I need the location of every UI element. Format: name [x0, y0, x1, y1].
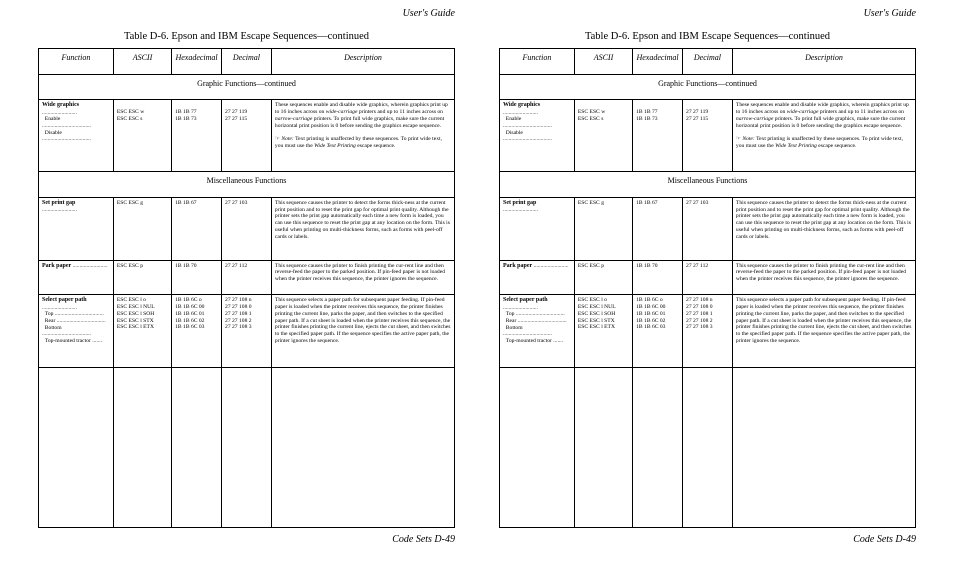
col-hex: Hexadecimal [633, 49, 683, 75]
section-misc: Miscellaneous Functions [500, 172, 916, 198]
cell-func-park: Park paper ......................... [39, 260, 114, 295]
cell-dec-park: 27 27 112 [683, 260, 733, 295]
row-set-print-gap: Set print gap ......................... … [39, 198, 455, 261]
cell-ascii-gap: ESC ESC g [113, 198, 171, 261]
table-caption: Table D-6. Epson and IBM Escape Sequence… [38, 31, 455, 42]
col-ascii: ASCII [574, 49, 632, 75]
cell-func-path: Select paper path ......................… [39, 295, 114, 368]
cell-hex-park: 1B 1B 70 [633, 260, 683, 295]
page-footer: Code Sets D-49 [38, 534, 455, 545]
page-footer: Code Sets D-49 [499, 534, 916, 545]
cell-hex-gap: 1B 1B 67 [633, 198, 683, 261]
row-select-paper-path: Select paper path ......................… [39, 295, 455, 368]
section-graphic: Graphic Functions—continued [39, 74, 455, 100]
cell-dec-park: 27 27 112 [222, 260, 272, 295]
cell-ascii-path: ESC ESC l oESC ESC l NULESC ESC l SOHESC… [574, 295, 632, 368]
row-empty [39, 368, 455, 528]
section-graphic-label: Graphic Functions—continued [39, 74, 455, 100]
col-desc: Description [732, 49, 915, 75]
cell-desc-gap: This sequence causes the printer to dete… [271, 198, 454, 261]
cell-hex-wide: 1B 1B 771B 1B 73 [172, 100, 222, 172]
cell-func-park: Park paper ......................... [500, 260, 575, 295]
row-park-paper: Park paper ......................... ESC… [500, 260, 916, 295]
escape-table: Function ASCII Hexadecimal Decimal Descr… [38, 48, 455, 528]
col-ascii: ASCII [113, 49, 171, 75]
section-graphic: Graphic Functions—continued [500, 74, 916, 100]
running-head: User's Guide [499, 8, 916, 19]
cell-hex-wide: 1B 1B 771B 1B 73 [633, 100, 683, 172]
cell-dec-path: 27 27 108 n27 27 108 027 27 108 127 27 1… [222, 295, 272, 368]
col-dec: Decimal [683, 49, 733, 75]
cell-func-wide: Wide graphics ......................... … [39, 100, 114, 172]
col-desc: Description [271, 49, 454, 75]
table-caption: Table D-6. Epson and IBM Escape Sequence… [499, 31, 916, 42]
section-misc-label: Miscellaneous Functions [39, 172, 455, 198]
cell-hex-path: 1B 1B 6C o1B 1B 6C 001B 1B 6C 011B 1B 6C… [633, 295, 683, 368]
header-row: Function ASCII Hexadecimal Decimal Descr… [500, 49, 916, 75]
cell-ascii-wide: ESC ESC wESC ESC s [113, 100, 171, 172]
cell-desc-path: This sequence selects a paper path for s… [732, 295, 915, 368]
cell-func-wide: Wide graphics ......................... … [500, 100, 575, 172]
col-hex: Hexadecimal [172, 49, 222, 75]
col-function: Function [500, 49, 575, 75]
cell-ascii-wide: ESC ESC wESC ESC s [574, 100, 632, 172]
running-head: User's Guide [38, 8, 455, 19]
cell-hex-path: 1B 1B 6C o1B 1B 6C 001B 1B 6C 011B 1B 6C… [172, 295, 222, 368]
row-wide-graphics: Wide graphics ......................... … [500, 100, 916, 172]
cell-desc-wide: These sequences enable and disable wide … [732, 100, 915, 172]
escape-table: Function ASCII Hexadecimal Decimal Descr… [499, 48, 916, 528]
header-row: Function ASCII Hexadecimal Decimal Descr… [39, 49, 455, 75]
cell-func-gap: Set print gap ......................... [500, 198, 575, 261]
cell-dec-gap: 27 27 103 [683, 198, 733, 261]
cell-hex-park: 1B 1B 70 [172, 260, 222, 295]
cell-func-gap: Set print gap ......................... [39, 198, 114, 261]
cell-ascii-park: ESC ESC p [574, 260, 632, 295]
cell-ascii-park: ESC ESC p [113, 260, 171, 295]
cell-desc-gap: This sequence causes the printer to dete… [732, 198, 915, 261]
cell-ascii-gap: ESC ESC g [574, 198, 632, 261]
section-graphic-label: Graphic Functions—continued [500, 74, 916, 100]
cell-dec-wide: 27 27 11927 27 115 [222, 100, 272, 172]
cell-desc-park: This sequence causes the printer to fini… [271, 260, 454, 295]
section-misc: Miscellaneous Functions [39, 172, 455, 198]
row-empty [500, 368, 916, 528]
col-function: Function [39, 49, 114, 75]
cell-dec-path: 27 27 108 n27 27 108 027 27 108 127 27 1… [683, 295, 733, 368]
cell-func-path: Select paper path ......................… [500, 295, 575, 368]
cell-dec-gap: 27 27 103 [222, 198, 272, 261]
row-set-print-gap: Set print gap ......................... … [500, 198, 916, 261]
section-misc-label: Miscellaneous Functions [500, 172, 916, 198]
cell-ascii-path: ESC ESC l oESC ESC l NULESC ESC l SOHESC… [113, 295, 171, 368]
cell-desc-path: This sequence selects a paper path for s… [271, 295, 454, 368]
row-select-paper-path: Select paper path ......................… [500, 295, 916, 368]
cell-dec-wide: 27 27 11927 27 115 [683, 100, 733, 172]
col-dec: Decimal [222, 49, 272, 75]
cell-hex-gap: 1B 1B 67 [172, 198, 222, 261]
page-right: User's Guide Table D-6. Epson and IBM Es… [477, 0, 954, 580]
cell-desc-park: This sequence causes the printer to fini… [732, 260, 915, 295]
row-park-paper: Park paper ......................... ESC… [39, 260, 455, 295]
row-wide-graphics: Wide graphics ......................... … [39, 100, 455, 172]
cell-desc-wide: These sequences enable and disable wide … [271, 100, 454, 172]
page-left: User's Guide Table D-6. Epson and IBM Es… [0, 0, 477, 580]
